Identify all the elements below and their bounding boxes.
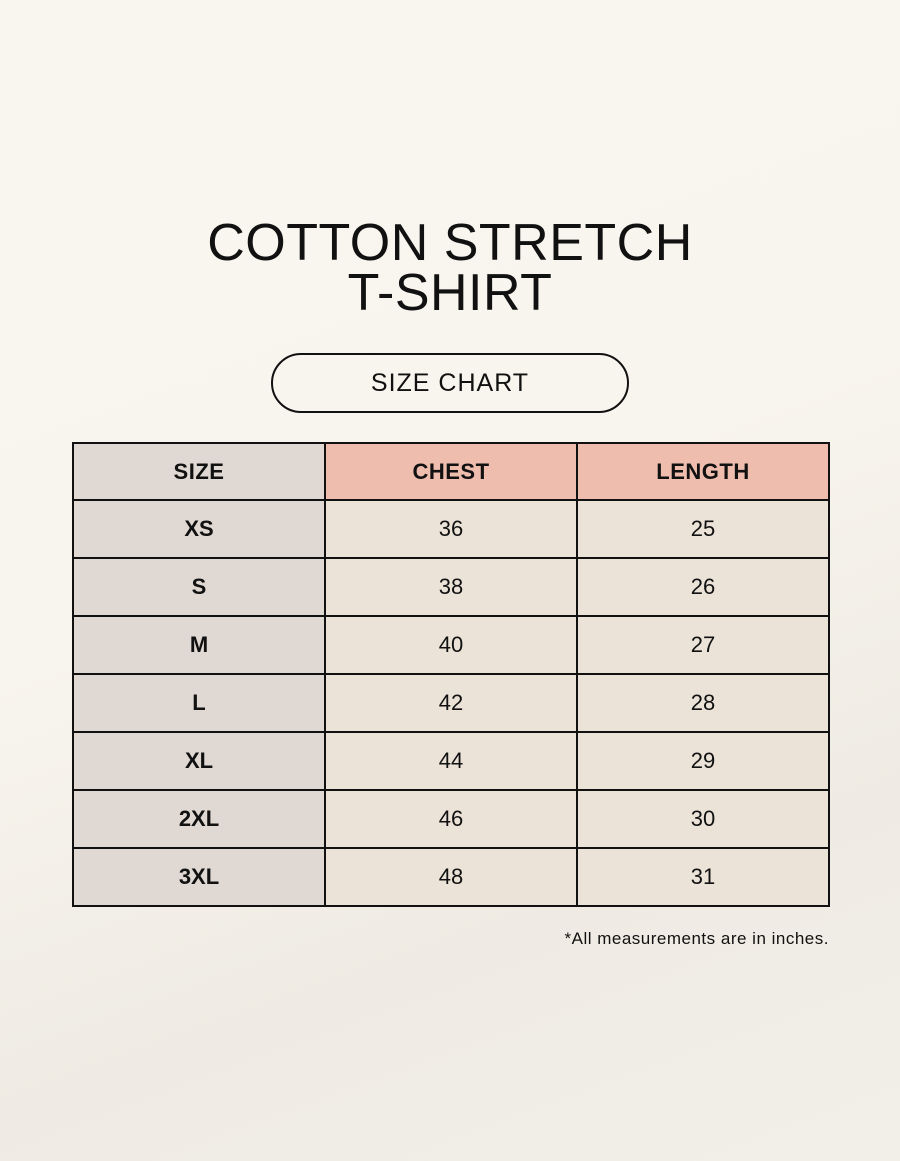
cell-size: 2XL (72, 789, 326, 849)
cell-length: 29 (576, 731, 830, 791)
table-row: M 40 27 (72, 615, 830, 675)
cell-size: XL (72, 731, 326, 791)
size-table: SIZE CHEST LENGTH XS 36 25 S 38 26 M 40 27 L 42 28 X… (72, 442, 830, 907)
cell-chest: 42 (324, 673, 578, 733)
table-row: L 42 28 (72, 673, 830, 733)
cell-length: 26 (576, 557, 830, 617)
title-line-2: T-SHIRT (347, 264, 553, 322)
cell-size: XS (72, 499, 326, 559)
table-row: XL 44 29 (72, 731, 830, 791)
cell-length: 25 (576, 499, 830, 559)
title-line-1: COTTON STRETCH (207, 214, 693, 272)
header-chest: CHEST (324, 442, 578, 501)
cell-length: 28 (576, 673, 830, 733)
cell-length: 30 (576, 789, 830, 849)
page-title: COTTON STRETCH T-SHIRT (0, 214, 900, 322)
cell-chest: 44 (324, 731, 578, 791)
table-row: S 38 26 (72, 557, 830, 617)
measurement-note: *All measurements are in inches. (564, 929, 829, 948)
cell-chest: 36 (324, 499, 578, 559)
cell-chest: 46 (324, 789, 578, 849)
table-row: XS 36 25 (72, 499, 830, 559)
cell-length: 27 (576, 615, 830, 675)
cell-size: S (72, 557, 326, 617)
header-size: SIZE (72, 442, 326, 501)
table-row: 3XL 48 31 (72, 847, 830, 907)
cell-chest: 38 (324, 557, 578, 617)
table-header-row: SIZE CHEST LENGTH (72, 442, 830, 501)
size-chart-badge: SIZE CHART (271, 353, 629, 413)
cell-size: M (72, 615, 326, 675)
cell-size: L (72, 673, 326, 733)
header-length: LENGTH (576, 442, 830, 501)
cell-size: 3XL (72, 847, 326, 907)
cell-chest: 40 (324, 615, 578, 675)
cell-chest: 48 (324, 847, 578, 907)
cell-length: 31 (576, 847, 830, 907)
table-row: 2XL 46 30 (72, 789, 830, 849)
